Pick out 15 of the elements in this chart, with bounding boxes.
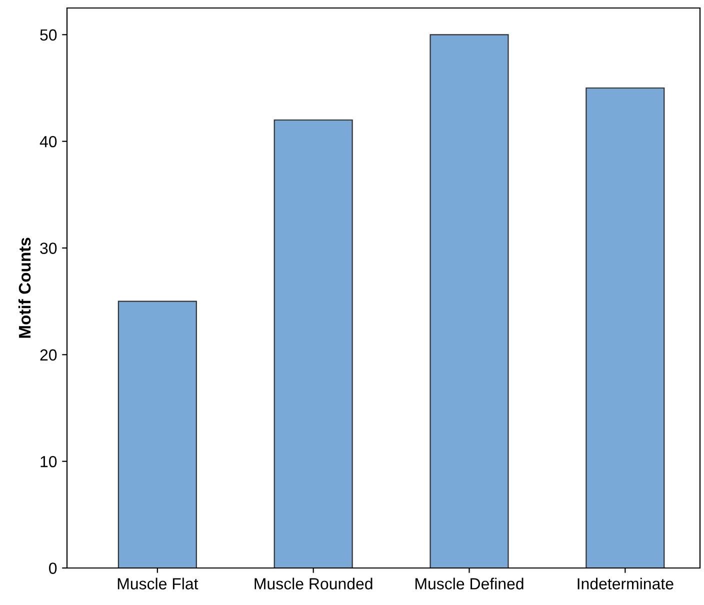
- x-tick-label: Muscle Flat: [118, 578, 198, 590]
- x-tick-label: Muscle Rounded: [254, 578, 372, 590]
- y-tick-label: 20: [40, 349, 57, 361]
- y-tick-label: 0: [49, 562, 57, 574]
- bar: [274, 119, 353, 568]
- y-tick-label: 50: [40, 29, 57, 41]
- bar: [586, 87, 665, 568]
- bar: [118, 300, 197, 568]
- y-tick-label: 30: [40, 242, 57, 254]
- bar: [430, 34, 509, 568]
- x-tick-label: Indeterminate: [578, 578, 674, 590]
- y-tick-label: 40: [40, 136, 57, 148]
- x-tick-label: Muscle Defined: [416, 578, 524, 590]
- y-axis-title: Motif Counts: [18, 238, 31, 338]
- y-tick-label: 10: [40, 456, 57, 468]
